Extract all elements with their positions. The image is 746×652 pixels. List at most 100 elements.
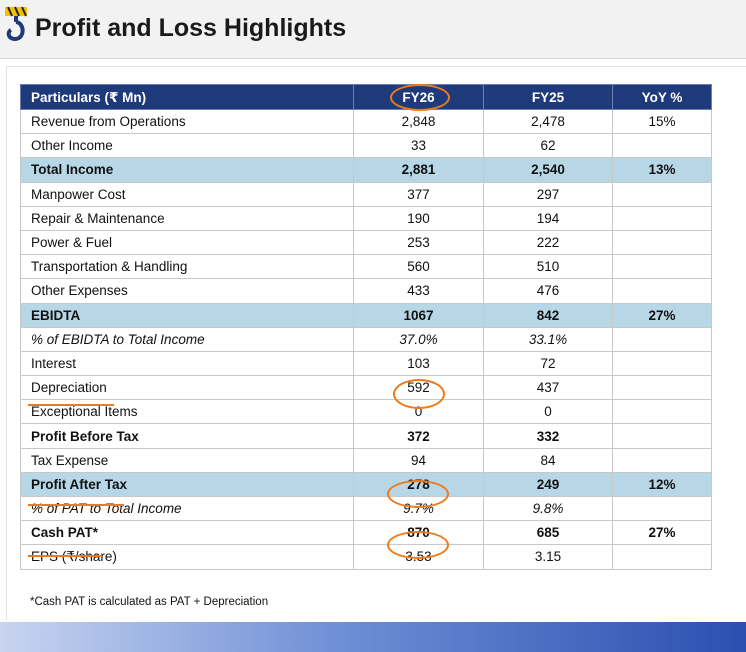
cell-fy26: 870 — [353, 520, 484, 546]
row-label: Revenue from Operations — [20, 108, 354, 135]
table-row: Power & Fuel 253 222 — [20, 229, 712, 256]
cell-yoy: 27% — [612, 302, 712, 328]
cell-fy25: 222 — [483, 229, 613, 256]
cell-yoy: 12% — [612, 471, 712, 498]
table-row: Repair & Maintenance 190 194 — [20, 205, 712, 231]
row-label: Transportation & Handling — [20, 254, 354, 280]
cell-yoy — [612, 133, 712, 159]
header-fy25: FY25 — [483, 84, 613, 110]
cell-yoy — [612, 495, 712, 522]
cell-fy26: 372 — [353, 423, 484, 449]
footnote: *Cash PAT is calculated as PAT + Depreci… — [30, 596, 269, 608]
cell-fy26: 9.7% — [353, 495, 484, 522]
header-yoy: YoY % — [612, 84, 712, 110]
row-label: Profit After Tax — [20, 471, 354, 498]
cell-fy26: 1067 — [353, 302, 484, 328]
table-body: Revenue from Operations 2,848 2,478 15% Othe… — [20, 108, 712, 570]
row-label: Interest — [20, 350, 354, 377]
page-title: Profit and Loss Highlights — [35, 14, 347, 42]
table-row: Exceptional Items 0 0 — [20, 399, 712, 425]
cell-fy26: 278 — [353, 471, 484, 498]
table-row: Other Income 33 62 — [20, 133, 712, 159]
table-row: Revenue from Operations 2,848 2,478 15% — [20, 108, 712, 135]
cell-fy25: 2,540 — [483, 157, 613, 183]
row-label: % of PAT to Total Income — [20, 495, 354, 522]
table-row: Transportation & Handling 560 510 — [20, 254, 712, 280]
row-label: Tax Expense — [20, 447, 354, 473]
table-row: Manpower Cost 377 297 — [20, 181, 712, 207]
cell-fy26: 253 — [353, 229, 484, 256]
table-row: Depreciation 592 437 — [20, 375, 712, 401]
cell-fy25: 72 — [483, 350, 613, 377]
cell-fy25: 194 — [483, 205, 613, 231]
cell-yoy — [612, 375, 712, 401]
cell-fy26: 103 — [353, 350, 484, 377]
cell-fy26: 592 — [353, 375, 484, 401]
row-label: Manpower Cost — [20, 181, 354, 207]
cell-fy25: 84 — [483, 447, 613, 473]
content-frame — [6, 66, 746, 620]
cell-fy25: 3.15 — [483, 544, 613, 570]
cell-fy25: 2,478 — [483, 108, 613, 135]
cell-yoy: 27% — [612, 520, 712, 546]
cell-fy26: 377 — [353, 181, 484, 207]
cell-yoy — [612, 423, 712, 449]
row-label: Other Income — [20, 133, 354, 159]
table-row: % of PAT to Total Income 9.7% 9.8% — [20, 495, 712, 522]
cell-fy25: 437 — [483, 375, 613, 401]
cell-yoy: 13% — [612, 157, 712, 183]
row-label: % of EBIDTA to Total Income — [20, 326, 354, 352]
cell-yoy — [612, 181, 712, 207]
cell-yoy — [612, 350, 712, 377]
pnl-table: Particulars (₹ Mn) FY26 FY25 YoY % Reven… — [20, 84, 712, 570]
title-bar: Profit and Loss Highlights — [0, 0, 746, 59]
row-label: Other Expenses — [20, 278, 354, 304]
cell-yoy — [612, 399, 712, 425]
table-row: EBIDTA 1067 842 27% — [20, 302, 712, 328]
cell-fy25: 62 — [483, 133, 613, 159]
row-label: Repair & Maintenance — [20, 205, 354, 231]
cell-yoy — [612, 447, 712, 473]
cell-fy26: 2,848 — [353, 108, 484, 135]
cell-fy25: 0 — [483, 399, 613, 425]
bottom-band — [0, 622, 746, 652]
cell-fy25: 297 — [483, 181, 613, 207]
table-header-row: Particulars (₹ Mn) FY26 FY25 YoY % — [20, 84, 712, 110]
cell-fy25: 33.1% — [483, 326, 613, 352]
table-row: Tax Expense 94 84 — [20, 447, 712, 473]
annotation-underline-pat — [28, 504, 124, 506]
cell-fy25: 476 — [483, 278, 613, 304]
row-label: EBIDTA — [20, 302, 354, 328]
annotation-underline-depreciation — [28, 404, 114, 406]
row-label: Cash PAT* — [20, 520, 354, 546]
cell-fy25: 9.8% — [483, 495, 613, 522]
table-row: Cash PAT* 870 685 27% — [20, 520, 712, 546]
table-row: Profit After Tax 278 249 12% — [20, 471, 712, 498]
header-particulars: Particulars (₹ Mn) — [20, 84, 354, 110]
cell-fy26: 560 — [353, 254, 484, 280]
row-label: Power & Fuel — [20, 229, 354, 256]
cell-fy26: 37.0% — [353, 326, 484, 352]
cell-yoy: 15% — [612, 108, 712, 135]
cell-fy26: 190 — [353, 205, 484, 231]
cell-yoy — [612, 254, 712, 280]
cell-yoy — [612, 326, 712, 352]
cell-fy25: 510 — [483, 254, 613, 280]
cell-fy26: 0 — [353, 399, 484, 425]
cell-fy25: 685 — [483, 520, 613, 546]
cell-fy26: 33 — [353, 133, 484, 159]
table-row: % of EBIDTA to Total Income 37.0% 33.1% — [20, 326, 712, 352]
table-row: Profit Before Tax 372 332 — [20, 423, 712, 449]
cell-yoy — [612, 229, 712, 256]
header-fy26: FY26 — [353, 84, 484, 110]
cell-fy26: 94 — [353, 447, 484, 473]
annotation-underline-cash-pat — [28, 555, 102, 557]
cell-fy26: 2,881 — [353, 157, 484, 183]
cell-fy25: 249 — [483, 471, 613, 498]
row-label: Profit Before Tax — [20, 423, 354, 449]
table-row: Total Income 2,881 2,540 13% — [20, 157, 712, 183]
cell-yoy — [612, 205, 712, 231]
cell-yoy — [612, 544, 712, 570]
row-label: Depreciation — [20, 375, 354, 401]
crane-hook-icon — [5, 6, 27, 42]
